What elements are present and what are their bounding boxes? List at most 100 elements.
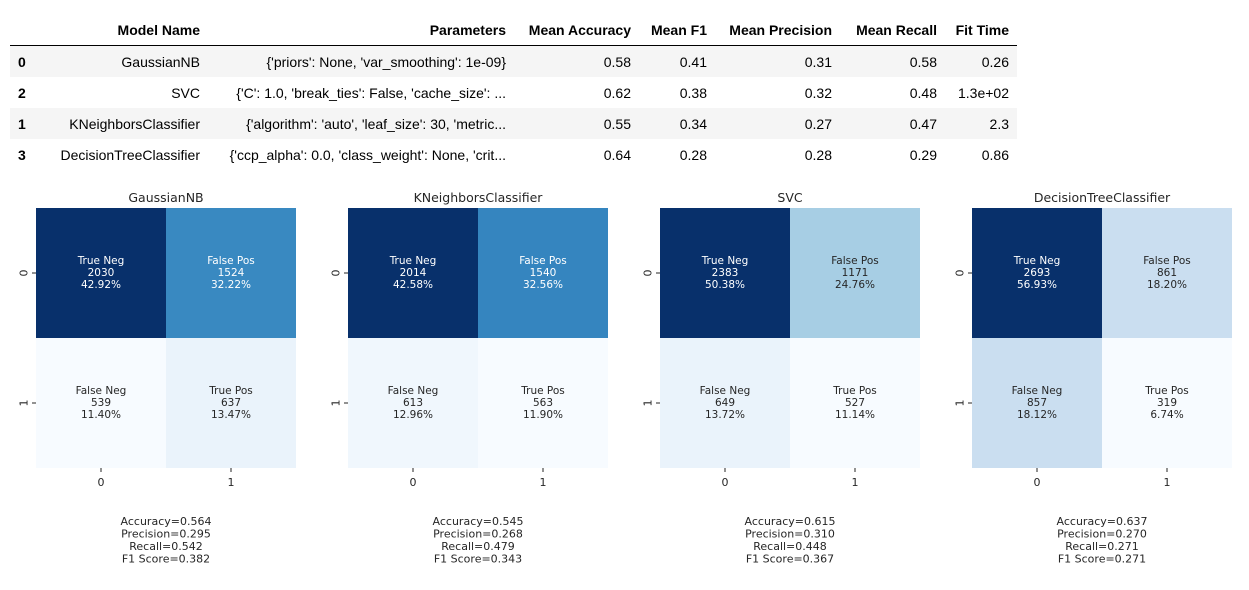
cell-label: True Pos	[1144, 385, 1189, 397]
metric-line: Precision=0.295	[121, 528, 211, 541]
mean-f1: 0.41	[679, 53, 707, 70]
cell-percent: 24.76%	[835, 279, 875, 291]
heatmap-cell	[36, 208, 166, 338]
x-tick-label: 1	[852, 476, 859, 489]
cell-count: 527	[845, 397, 865, 409]
cell-percent: 42.92%	[81, 279, 121, 291]
cell-label: False Pos	[1143, 255, 1191, 267]
header-parameters: Parameters	[208, 14, 514, 46]
heatmap-cell	[348, 338, 478, 468]
cell-count: 861	[1157, 267, 1177, 279]
mean-precision: 0.32	[804, 84, 832, 101]
cell-label: False Neg	[700, 385, 751, 397]
header-mean-f1: Mean F1	[639, 14, 715, 46]
fit-time: 0.86	[981, 146, 1009, 163]
model-name: SVC	[171, 84, 200, 101]
cell-percent: 13.72%	[705, 409, 745, 421]
y-tick-label: 1	[330, 400, 343, 407]
y-tick-label: 0	[954, 270, 967, 277]
cell-percent: 11.40%	[81, 409, 121, 421]
confusion-matrix-svc: SVC True Neg 2383 50.38% False Pos 1171 24.76%…	[624, 186, 924, 586]
y-tick-label: 0	[642, 270, 655, 277]
metric-line: F1 Score=0.382	[122, 553, 210, 566]
heatmap-cell	[972, 338, 1102, 468]
cell-label: True Pos	[208, 385, 253, 397]
metric-line: F1 Score=0.271	[1058, 553, 1146, 566]
y-tick-label: 0	[18, 270, 31, 277]
cell-percent: 32.56%	[523, 279, 563, 291]
heatmap-cell	[1102, 338, 1232, 468]
cell-label: False Pos	[207, 255, 255, 267]
heatmap-cell	[478, 338, 608, 468]
model-name: KNeighborsClassifier	[69, 115, 200, 132]
header-mean-recall: Mean Recall	[840, 14, 945, 46]
cell-label: True Pos	[832, 385, 877, 397]
header-mean-precision: Mean Precision	[715, 14, 840, 46]
mean-accuracy: 0.58	[603, 53, 631, 70]
fit-time: 2.3	[989, 115, 1009, 132]
y-tick-label: 1	[954, 400, 967, 407]
cell-percent: 11.14%	[835, 409, 875, 421]
mean-recall: 0.48	[909, 84, 937, 101]
heatmap-cell	[790, 208, 920, 338]
cell-percent: 13.47%	[211, 409, 251, 421]
mean-accuracy: 0.64	[603, 146, 631, 163]
table-row: 2 SVC {'C': 1.0, 'break_ties': False, 'c…	[10, 77, 1017, 108]
metric-line: Accuracy=0.564	[121, 515, 212, 528]
cell-count: 2383	[712, 267, 739, 279]
parameters: {'algorithm': 'auto', 'leaf_size': 30, '…	[246, 115, 506, 132]
x-tick-label: 1	[1164, 476, 1171, 489]
confusion-matrix-decisiontree: DecisionTreeClassifier True Neg 2693 56.93%…	[936, 186, 1236, 586]
mean-recall: 0.29	[909, 146, 937, 163]
mean-precision: 0.27	[804, 115, 832, 132]
cell-count: 1524	[218, 267, 245, 279]
mean-recall: 0.58	[909, 53, 937, 70]
y-tick-label: 1	[642, 400, 655, 407]
cell-count: 637	[221, 397, 241, 409]
mean-accuracy: 0.62	[603, 84, 631, 101]
metric-line: F1 Score=0.367	[746, 553, 834, 566]
model-name: DecisionTreeClassifier	[60, 146, 200, 163]
row-index: 3	[18, 146, 26, 163]
x-tick-label: 1	[540, 476, 547, 489]
cell-percent: 42.58%	[393, 279, 433, 291]
confusion-matrix-svg: DecisionTreeClassifier True Neg269356.93%…	[954, 190, 1232, 566]
metric-line: Accuracy=0.615	[745, 515, 836, 528]
y-tick-label: 1	[18, 400, 31, 407]
heatmap-cell	[166, 208, 296, 338]
mean-f1: 0.34	[679, 115, 707, 132]
heatmap-cell	[660, 338, 790, 468]
x-tick-label: 1	[228, 476, 235, 489]
heatmap-cell	[660, 208, 790, 338]
cell-count: 1540	[530, 267, 557, 279]
row-index: 1	[18, 115, 26, 132]
metric-line: Precision=0.270	[1057, 528, 1147, 541]
cell-count: 1171	[842, 267, 869, 279]
cell-label: False Neg	[388, 385, 439, 397]
chart-title: GaussianNB	[128, 190, 203, 205]
cell-count: 563	[533, 397, 553, 409]
metric-line: Recall=0.448	[753, 540, 827, 553]
x-tick-label: 0	[1034, 476, 1041, 489]
metric-line: Precision=0.310	[745, 528, 835, 541]
cell-label: False Pos	[519, 255, 567, 267]
table-row: 1 KNeighborsClassifier {'algorithm': 'au…	[10, 108, 1017, 139]
cell-percent: 11.90%	[523, 409, 563, 421]
cell-label: True Neg	[701, 255, 749, 267]
metric-line: Precision=0.268	[433, 528, 523, 541]
fit-time: 0.26	[981, 53, 1009, 70]
metric-line: Recall=0.479	[441, 540, 515, 553]
row-index: 2	[18, 84, 26, 101]
mean-accuracy: 0.55	[603, 115, 631, 132]
confusion-matrix-gaussiannb: GaussianNB True Neg 2030 42.92% False Pos 152…	[0, 186, 300, 586]
cell-count: 857	[1027, 397, 1047, 409]
cell-count: 613	[403, 397, 423, 409]
confusion-matrix-kneighbors: KNeighborsClassifier True Neg 2014 42.58% Fa…	[312, 186, 612, 586]
cell-label: True Neg	[77, 255, 125, 267]
x-tick-label: 0	[98, 476, 105, 489]
cell-percent: 32.22%	[211, 279, 251, 291]
cell-percent: 56.93%	[1017, 279, 1057, 291]
metric-line: Accuracy=0.545	[433, 515, 524, 528]
